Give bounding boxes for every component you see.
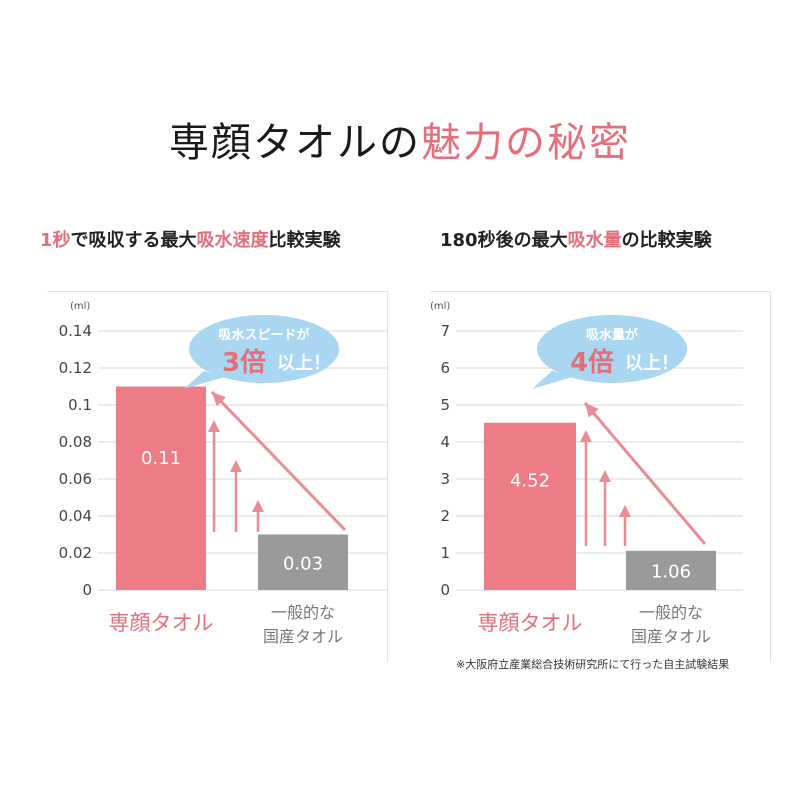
- category-label-brand: 専顔タオル: [109, 611, 214, 635]
- callout-rest: 以上！: [277, 353, 331, 374]
- y-tick-label: 7: [440, 322, 450, 340]
- y-tick-label: 0.04: [59, 507, 92, 525]
- y-tick-label: 6: [440, 359, 450, 377]
- y-tick-label: 0.06: [59, 470, 92, 488]
- chart-title-amount-part-2: 吸水量: [567, 230, 622, 251]
- callout-bubble-tail: [184, 371, 224, 389]
- y-axis-unit: (ml): [430, 301, 450, 312]
- chart-title-speed: 1秒で吸収する最大吸水速度比較実験: [40, 226, 341, 252]
- category-label-brand: 専顔タオル: [478, 611, 583, 635]
- chart-title-speed-part-3: 吸水速度: [196, 230, 269, 251]
- callout-multiplier: 4倍: [570, 347, 614, 378]
- bar-1: [626, 550, 716, 590]
- y-axis-unit: (ml): [70, 301, 90, 312]
- y-tick-label: 0.02: [59, 544, 92, 562]
- callout-multiplier: 3倍: [222, 347, 266, 378]
- up-arrow-head: [252, 500, 264, 512]
- chart-title-speed-part-4: 比較実験: [268, 230, 341, 251]
- diagonal-arrow-line: [210, 390, 347, 532]
- up-arrow-head: [230, 460, 242, 472]
- y-tick-label: 2: [440, 507, 450, 525]
- chart-title-amount-part-3: の比較実験: [621, 230, 712, 251]
- bar-1: [258, 534, 348, 590]
- bar-0: [484, 422, 576, 590]
- callout-line-1: 吸水スピードが: [218, 327, 309, 343]
- category-label-generic-line2: 国産タオル: [631, 627, 711, 646]
- callout-line-1: 吸水量が: [586, 327, 638, 343]
- category-label-generic-line2: 国産タオル: [263, 627, 343, 646]
- chart-title-amount: 180秒後の最大吸水量の比較実験: [440, 226, 712, 252]
- up-arrow-head: [599, 470, 611, 482]
- callout-bubble: [537, 315, 687, 383]
- diagonal-arrow-head: [212, 392, 227, 407]
- category-label-generic-line1: 一般的な: [639, 603, 703, 622]
- bar-value-label: 1.06: [651, 561, 691, 582]
- title-part-1: 専顔タオルの: [169, 120, 421, 166]
- diagonal-arrow-line: [583, 402, 707, 545]
- chart-title-speed-part-1: 1秒: [40, 230, 71, 251]
- page-title: 専顔タオルの魅力の秘密: [0, 110, 800, 168]
- footnote: ※大阪府立産業総合技術研究所にて行った自主試験結果: [456, 658, 730, 671]
- absorption-speed-chart: (ml) 0 0.02 0.04 0.06 0.08 0.1 0.12 0.14 0.11 0.03…: [59, 301, 387, 646]
- y-tick-label: 4: [440, 433, 450, 451]
- up-arrow-head: [208, 420, 220, 432]
- y-tick-label: 0: [82, 581, 92, 599]
- chart-panel-amount: [430, 291, 771, 662]
- title-part-2: 魅力の秘密: [421, 120, 631, 166]
- y-tick-label: 0: [440, 581, 450, 599]
- y-tick-label: 0.14: [59, 322, 92, 340]
- callout-bubble: [189, 315, 339, 383]
- y-tick-label: 0.1: [68, 396, 92, 414]
- up-arrow-head: [580, 430, 592, 442]
- y-tick-label: 0.12: [59, 359, 92, 377]
- bar-value-label: 0.03: [283, 553, 323, 574]
- diagonal-arrow-head: [585, 403, 599, 418]
- y-tick-label: 0.08: [59, 433, 92, 451]
- y-tick-label: 3: [440, 470, 450, 488]
- callout-bubble-tail: [532, 371, 572, 389]
- bar-value-label: 4.52: [510, 470, 550, 491]
- chart-panel-speed: [47, 291, 388, 662]
- callout-rest: 以上！: [625, 353, 679, 374]
- y-tick-label: 1: [440, 544, 450, 562]
- y-tick-label: 5: [440, 396, 450, 414]
- bar-value-label: 0.11: [141, 448, 181, 469]
- bar-0: [116, 386, 206, 590]
- up-arrow-head: [619, 505, 631, 517]
- category-label-generic-line1: 一般的な: [271, 603, 335, 622]
- chart-title-amount-part-1: 180秒後の最大: [440, 230, 568, 251]
- chart-title-speed-part-2: で吸収する最大: [70, 230, 197, 251]
